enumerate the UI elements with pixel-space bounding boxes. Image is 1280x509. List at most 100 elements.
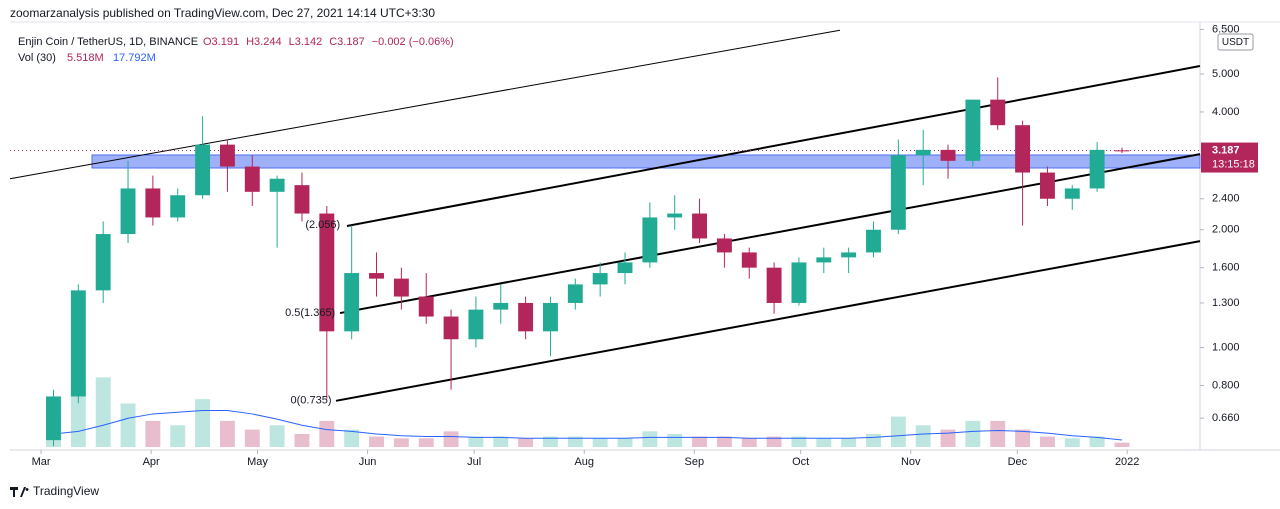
candle-body xyxy=(493,302,509,310)
volume-bar xyxy=(543,436,558,447)
candle-body xyxy=(319,213,335,332)
candle-body xyxy=(393,278,409,297)
countdown: 13:15:18 xyxy=(1212,158,1255,170)
x-tick-label: Jul xyxy=(467,456,481,468)
volume-bar xyxy=(418,438,434,447)
volume-bar xyxy=(716,436,732,447)
volume-bar xyxy=(443,431,459,447)
volume-bar xyxy=(1039,436,1055,447)
volume-bar xyxy=(965,420,981,447)
footer: TradingView xyxy=(33,484,99,498)
candle-body xyxy=(170,195,186,218)
trendline xyxy=(335,240,1201,402)
volume-bar xyxy=(219,420,235,447)
candle-body xyxy=(294,185,310,214)
ohlc-legend-item: C3.187 xyxy=(329,36,364,48)
volume-bar xyxy=(518,438,534,447)
candle-body xyxy=(369,273,384,279)
candle-body xyxy=(269,178,285,192)
y-tick-label: 6.500 xyxy=(1212,23,1240,35)
candle-body xyxy=(120,188,136,235)
y-tick-label: 2.000 xyxy=(1212,224,1240,236)
y-tick-label: 5.000 xyxy=(1212,68,1240,80)
candle-body xyxy=(741,252,757,268)
x-tick-label: May xyxy=(247,456,268,468)
volume-bar xyxy=(741,438,757,447)
y-tick-label: 1.000 xyxy=(1212,341,1240,353)
ohlc-legend: O3.191 H3.244 L3.142 C3.187 −0.002 (−0.06%) xyxy=(203,36,454,48)
y-tick-label: 1.600 xyxy=(1212,262,1240,274)
volume-bar xyxy=(1015,429,1031,447)
volume-bar xyxy=(369,436,384,447)
x-tick-label: Dec xyxy=(1008,456,1028,468)
volume-bar xyxy=(692,436,708,447)
candle-body xyxy=(344,273,360,332)
candle-body xyxy=(816,257,832,263)
volume-bar xyxy=(592,438,608,447)
fib-label: 0(0.735) xyxy=(291,395,332,407)
volume-legend-label: Vol (30) xyxy=(18,52,56,64)
candle-body xyxy=(940,149,956,161)
volume-ma-line xyxy=(53,409,1123,441)
x-tick-label: 2022 xyxy=(1115,456,1139,468)
candle-body xyxy=(1015,125,1031,173)
x-tick-label: Oct xyxy=(792,456,809,468)
volume-bar xyxy=(244,429,260,447)
volume-ma-legend-value: 17.792M xyxy=(113,52,156,64)
x-tick-label: Jun xyxy=(359,456,377,468)
candle-body xyxy=(766,267,782,303)
volume-bar xyxy=(145,420,161,447)
y-tick-label: 1.300 xyxy=(1212,297,1240,309)
volume-bar xyxy=(1064,438,1080,447)
ohlc-legend-item: −0.002 (−0.06%) xyxy=(372,36,454,48)
tradingview-logo: TradingView xyxy=(10,484,99,498)
header: zoomarzanalysis published on TradingView… xyxy=(10,6,435,20)
x-tick-label: Aug xyxy=(574,456,594,468)
candle-body xyxy=(841,252,857,258)
volume-bar xyxy=(940,429,956,447)
volume-bar xyxy=(493,436,509,447)
candle-body xyxy=(518,302,534,332)
candle-body xyxy=(617,262,633,274)
ohlc-legend-item: H3.244 xyxy=(246,36,281,48)
candle-body xyxy=(95,234,111,291)
volume-bar xyxy=(890,416,906,447)
candle-body xyxy=(567,284,583,303)
volume-bar xyxy=(95,377,111,447)
candle-body xyxy=(592,273,608,285)
candle-body xyxy=(1089,149,1105,189)
candle-body xyxy=(692,213,708,239)
y-tick-label: 4.000 xyxy=(1212,106,1240,118)
x-tick-label: Apr xyxy=(143,456,160,468)
volume-bar xyxy=(344,429,360,447)
logo-icon xyxy=(10,487,29,497)
candle-body xyxy=(642,217,658,263)
trendline xyxy=(339,153,1201,315)
candle-body xyxy=(1114,150,1130,152)
x-tick-label: Mar xyxy=(32,456,51,468)
volume-bar xyxy=(667,433,683,447)
candle-body xyxy=(46,396,61,441)
trendline xyxy=(9,29,841,180)
candle-body xyxy=(70,290,86,397)
volume-bar xyxy=(791,436,807,447)
volume-bar xyxy=(319,420,335,447)
y-tick-label: 2.400 xyxy=(1212,193,1240,205)
ohlc-legend-item: L3.142 xyxy=(289,36,323,48)
y-tick-label: 0.800 xyxy=(1212,379,1240,391)
volume-bar xyxy=(1114,442,1130,447)
x-tick-label: Sep xyxy=(685,456,705,468)
fib-label: (2.056) xyxy=(305,219,340,231)
volume-bar xyxy=(120,403,136,447)
volume-legend-value: 5.518M xyxy=(67,52,104,64)
candle-body xyxy=(443,316,459,340)
candle-body xyxy=(667,213,683,218)
y-tick-label: 0.660 xyxy=(1212,412,1240,424)
volume-bar xyxy=(393,438,409,447)
volume-bar xyxy=(170,425,186,447)
price-label: 3.187 xyxy=(1212,144,1240,156)
volume-bar xyxy=(816,438,832,447)
x-tick-label: Nov xyxy=(901,456,921,468)
